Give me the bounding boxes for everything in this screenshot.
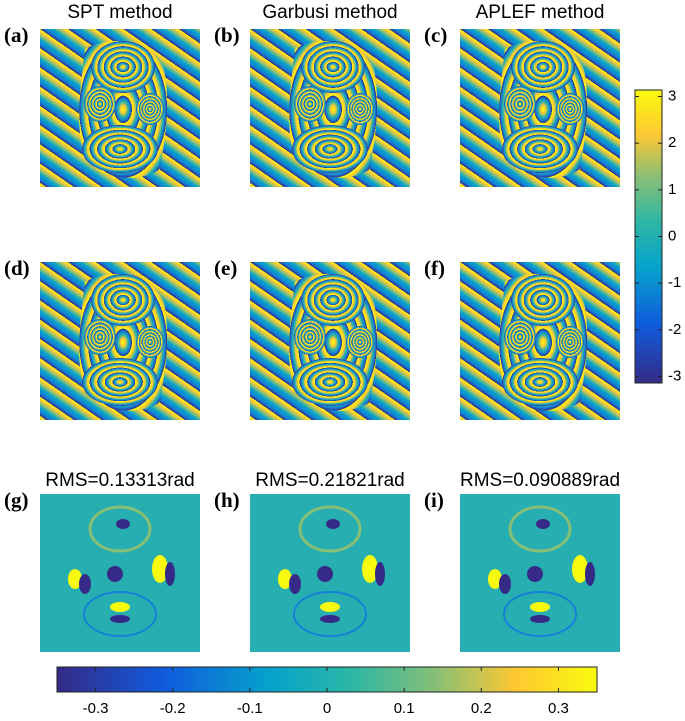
rms-label: RMS=0.13313rad [45, 470, 194, 491]
phase-map [250, 29, 410, 187]
panel-label: (b) [214, 23, 240, 47]
tick-label: 3 [668, 88, 676, 105]
phase-map [460, 29, 620, 187]
tick-label: -1 [668, 274, 681, 291]
tick-label: -3 [668, 367, 681, 384]
phase-colorbar [634, 89, 663, 384]
phase-map [460, 262, 620, 420]
phase-map [250, 262, 410, 420]
column-title: Garbusi method [262, 2, 397, 23]
panel-label: (c) [424, 23, 447, 47]
rms-label: RMS=0.21821rad [255, 470, 404, 491]
phase-map [40, 29, 200, 187]
tick-label: 0.1 [394, 700, 415, 717]
column-title: APLEF method [476, 2, 605, 23]
tick-label: 0 [323, 700, 331, 717]
error-map [40, 494, 200, 652]
panel-label: (d) [4, 256, 30, 280]
error-map [250, 494, 410, 652]
phase-map [40, 262, 200, 420]
column-title: SPT method [67, 2, 172, 23]
tick-label: -0.2 [160, 700, 186, 717]
tick-label: 1 [668, 181, 676, 198]
tick-label: 2 [668, 134, 676, 151]
tick-label: 0.3 [548, 700, 569, 717]
tick-label: -0.1 [237, 700, 263, 717]
panel-label: (f) [424, 256, 445, 280]
rms-label: RMS=0.090889rad [460, 470, 620, 491]
panel-label: (g) [4, 488, 29, 512]
tick-label: -0.3 [83, 700, 109, 717]
error-map [460, 494, 620, 652]
panel-label: (a) [4, 23, 29, 47]
tick-label: 0.2 [471, 700, 492, 717]
error-colorbar [56, 666, 598, 693]
panel-label: (i) [424, 488, 444, 512]
tick-label: -2 [668, 321, 681, 338]
panel-label: (e) [214, 256, 237, 280]
tick-label: 0 [668, 227, 676, 244]
panel-label: (h) [214, 488, 240, 512]
